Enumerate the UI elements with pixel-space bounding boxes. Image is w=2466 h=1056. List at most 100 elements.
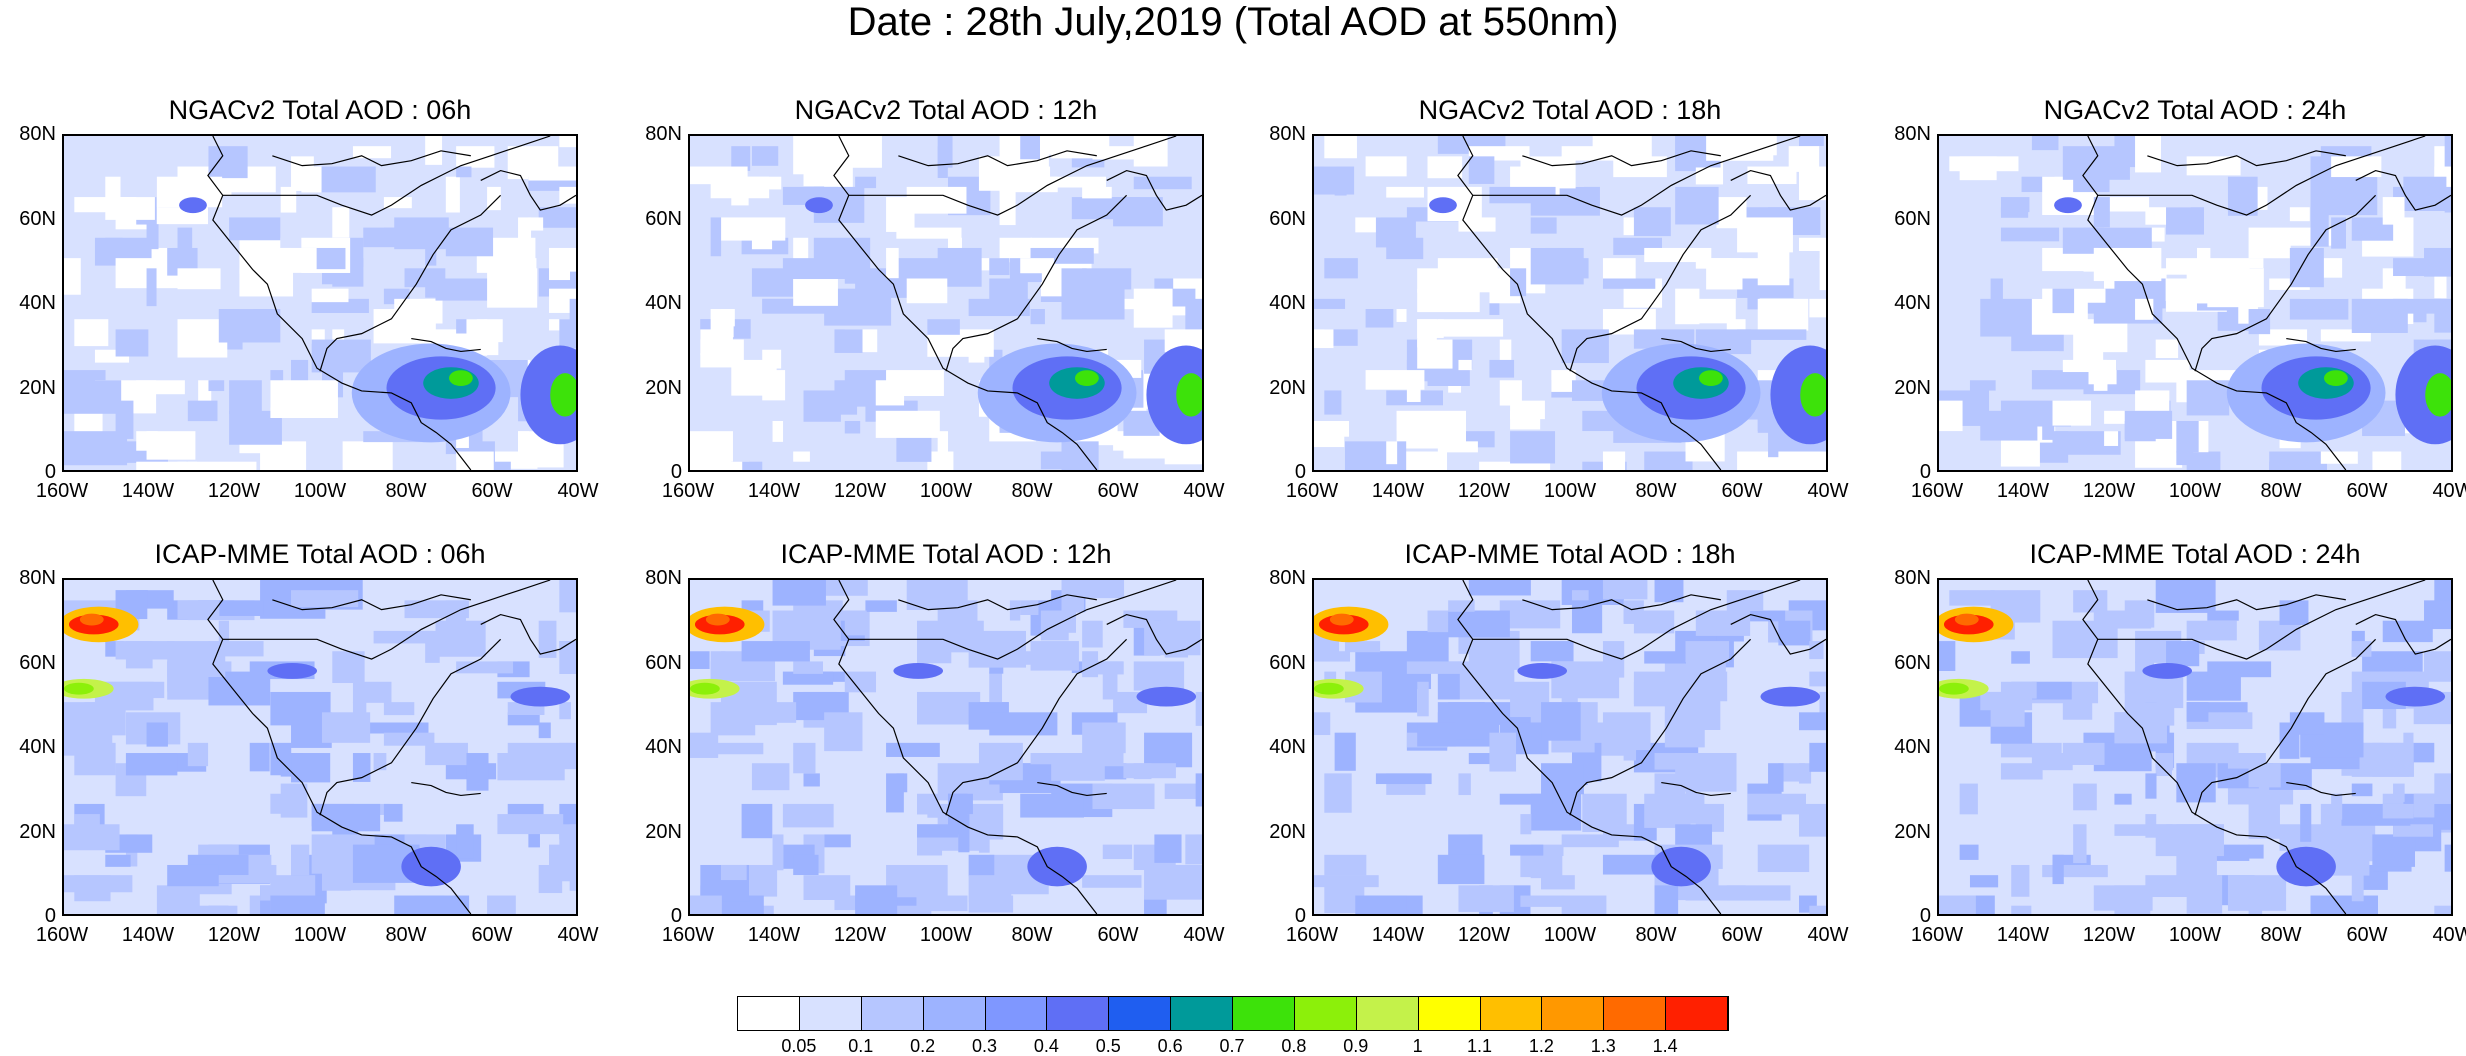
aod-cell xyxy=(321,864,351,891)
aod-cell xyxy=(177,268,221,290)
aod-cell xyxy=(927,319,960,335)
aod-cell xyxy=(1778,451,1826,470)
lon-tick-label: 80W xyxy=(1635,480,1677,502)
lat-tick-label: 20N xyxy=(1269,820,1306,843)
lat-tick-label: 60N xyxy=(1269,651,1306,674)
aod-cell xyxy=(1133,661,1185,691)
colorbar-swatch xyxy=(1542,997,1605,1030)
aod-cell xyxy=(249,742,270,772)
lon-tick-label: 40W xyxy=(1807,924,1849,946)
aod-cell xyxy=(1685,641,1730,663)
coastline xyxy=(1472,580,1801,660)
aod-cell xyxy=(229,380,262,415)
aod-cell xyxy=(270,793,303,814)
aod-cell xyxy=(1417,319,1444,338)
colorbar-swatch xyxy=(1480,997,1543,1030)
aod-cell xyxy=(528,217,544,231)
aod-cell xyxy=(187,742,209,767)
coastline xyxy=(480,169,576,211)
lat-tick-label: 80N xyxy=(1894,567,1931,589)
lon-tick-label: 60W xyxy=(1097,924,1139,946)
aod-cell xyxy=(2351,875,2364,902)
aod-cell xyxy=(1365,156,1407,177)
aod-cell xyxy=(1314,875,1379,888)
aod-cell xyxy=(1757,298,1809,331)
coastline xyxy=(2082,136,2347,470)
colorbar-label: 0.4 xyxy=(1033,1036,1059,1056)
lat-tick-label: 60N xyxy=(645,651,682,674)
lon-tick-label: 60W xyxy=(1721,480,1763,502)
aod-cell xyxy=(105,176,121,202)
aod-map-ngacv2-12h xyxy=(688,134,1204,472)
aod-cell xyxy=(1082,186,1112,199)
aod-cell xyxy=(1675,753,1737,792)
aod-cell xyxy=(1602,451,1626,470)
lon-tick-label: 40W xyxy=(2432,480,2466,502)
aod-cell xyxy=(1324,136,1357,159)
aod-cell xyxy=(1020,258,1054,274)
lat-tick-label: 40N xyxy=(1269,292,1306,314)
aod-cell xyxy=(1654,580,1684,603)
aod-cell xyxy=(2186,380,2230,416)
coastline xyxy=(1457,580,1722,914)
aod-cell xyxy=(435,288,489,301)
aod-cell xyxy=(456,146,495,168)
aod-cell xyxy=(518,217,532,240)
aod-cell xyxy=(559,186,576,204)
aod-cell xyxy=(1458,359,1472,371)
coastline xyxy=(411,337,481,353)
aod-cell xyxy=(2145,359,2190,383)
coastline xyxy=(848,580,1177,660)
lat-tick-label: 80N xyxy=(19,567,56,589)
aod-cell xyxy=(456,166,472,178)
aod-field xyxy=(1314,580,1826,914)
coastline xyxy=(1522,594,1721,611)
aod-cell xyxy=(528,824,540,848)
aod-cell xyxy=(1819,691,1826,720)
lon-tick-label: 160W xyxy=(661,924,715,946)
aod-cell xyxy=(2372,451,2402,470)
aod-cell xyxy=(559,702,571,720)
aod-cell xyxy=(1959,783,1978,815)
aod-cell xyxy=(927,590,939,606)
aod-cell xyxy=(741,803,773,839)
aod-cell xyxy=(425,136,443,165)
aod-cell xyxy=(2331,156,2382,178)
aod-cell xyxy=(1747,793,1807,815)
aod-cell xyxy=(906,278,948,304)
aod-cell xyxy=(2434,773,2451,804)
aod-cell xyxy=(720,217,786,241)
colorbar-label: 0.5 xyxy=(1095,1036,1121,1056)
colorbar-swatch xyxy=(985,997,1048,1030)
aod-cell xyxy=(2258,620,2301,651)
aod-cell xyxy=(1417,288,1480,313)
aod-cell xyxy=(1386,441,1398,465)
aod-plume xyxy=(2298,367,2354,399)
aod-plume xyxy=(1954,613,1979,626)
lon-tick-label: 100W xyxy=(919,924,973,946)
lat-tick-label: 0 xyxy=(44,905,56,927)
lon-tick-label: 100W xyxy=(919,480,973,502)
coastline xyxy=(1569,638,1752,816)
aod-cell xyxy=(1747,166,1797,185)
aod-cell xyxy=(1386,186,1424,198)
aod-cell xyxy=(2434,905,2451,914)
aod-cell xyxy=(373,309,436,344)
aod-cell xyxy=(2382,197,2405,225)
aod-cell xyxy=(896,227,962,239)
lon-tick-label: 80W xyxy=(385,924,427,946)
aod-cell xyxy=(177,227,193,255)
aod-cell xyxy=(772,580,826,606)
aod-cell xyxy=(2393,258,2433,277)
aod-cell xyxy=(1633,681,1685,704)
lon-tick-label: 140W xyxy=(1996,480,2050,502)
aod-cell xyxy=(2062,742,2105,765)
aod-cell xyxy=(2413,742,2435,763)
coastline xyxy=(1472,136,1801,216)
coastline xyxy=(2194,638,2377,816)
aod-cell xyxy=(549,278,576,290)
aod-cell xyxy=(105,854,131,867)
aod-cell xyxy=(2073,176,2110,193)
panel-title: ICAP-MME Total AOD : 24h xyxy=(2029,539,2361,569)
coastline xyxy=(1106,169,1202,211)
